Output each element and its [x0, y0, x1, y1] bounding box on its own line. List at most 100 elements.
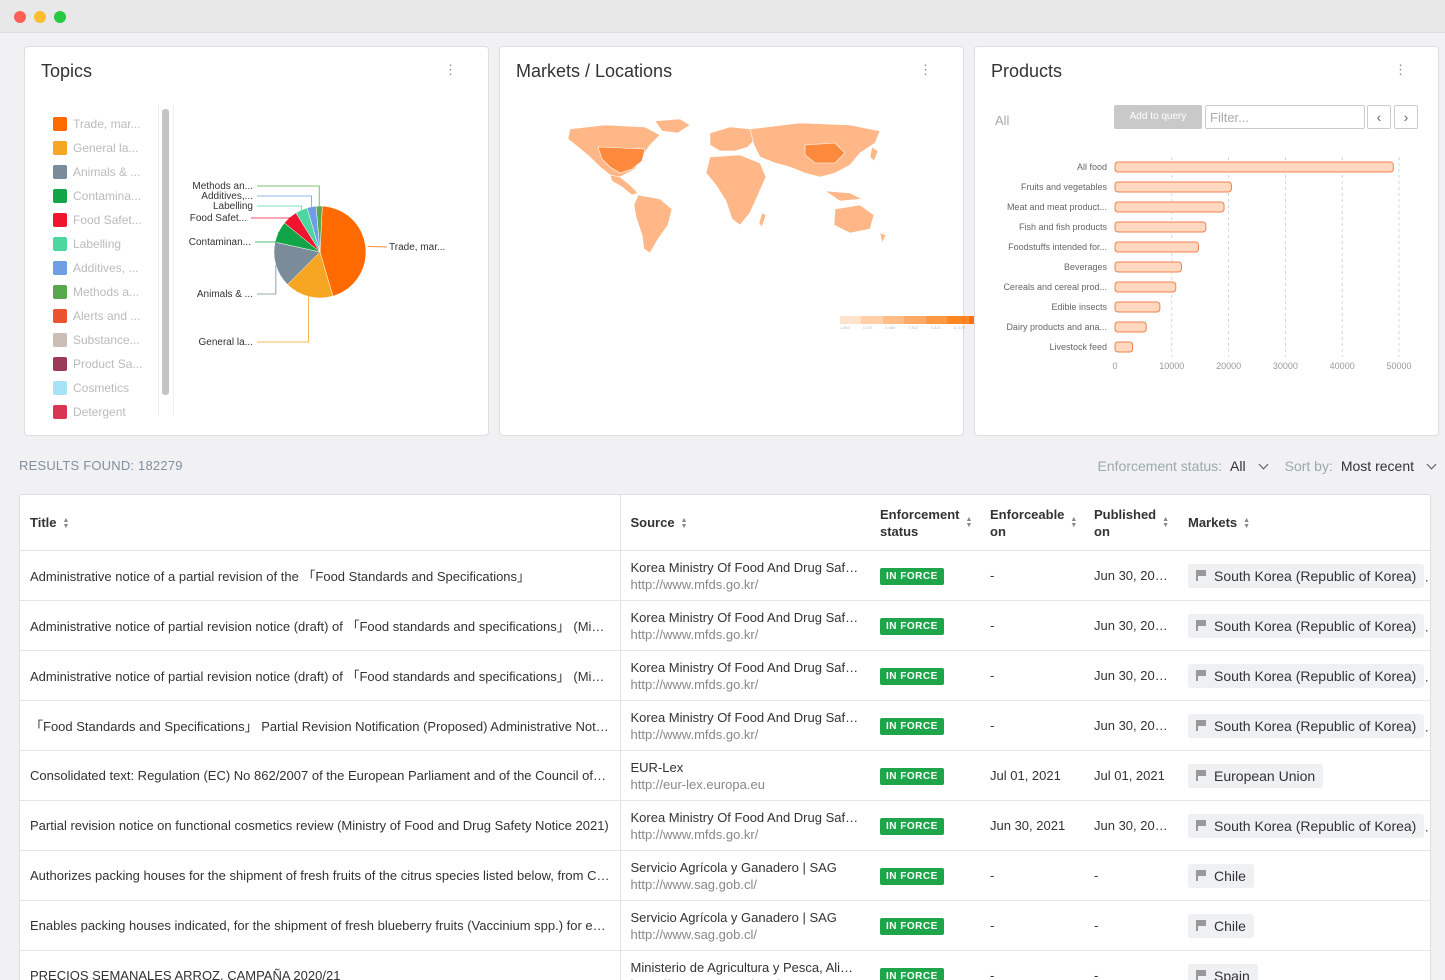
legend-scrollbar-thumb[interactable] — [162, 109, 169, 395]
header-enforceable-on[interactable]: Enforceable on ▲ ▼ — [980, 495, 1084, 551]
sort-icon[interactable]: ▲ ▼ — [62, 516, 70, 530]
sort-icon[interactable]: ▲ ▼ — [1243, 516, 1251, 530]
maximize-window-button[interactable] — [54, 11, 66, 23]
legend-item[interactable]: Substance... — [53, 328, 163, 352]
row-title[interactable]: Partial revision notice on functional co… — [20, 800, 621, 851]
legend-item[interactable]: Product Sa... — [53, 352, 163, 376]
products-more-icon[interactable]: ⋮ — [1394, 62, 1407, 77]
market-tag[interactable]: South Korea (Republic of Korea) — [1188, 663, 1425, 688]
products-bar[interactable] — [1114, 201, 1225, 213]
market-tag[interactable]: South Korea (Republic of Korea) — [1188, 813, 1425, 838]
table-row[interactable]: PRECIOS SEMANALES ARROZ. CAMPAÑA 2020/21… — [20, 950, 1430, 980]
products-bar[interactable] — [1114, 181, 1232, 193]
colorbar-tick: 5,589 — [885, 325, 896, 330]
legend-item[interactable]: Cosmetics — [53, 376, 163, 400]
products-bar[interactable] — [1114, 281, 1177, 293]
source-url[interactable]: http://www.mfds.go.kr/ — [630, 726, 759, 742]
pie-slice[interactable] — [319, 205, 367, 297]
legend-item[interactable]: Contamina... — [53, 184, 163, 208]
products-bar[interactable] — [1114, 221, 1207, 233]
row-title[interactable]: Authorizes packing houses for the shipme… — [20, 850, 621, 901]
products-filter-input[interactable] — [1205, 105, 1365, 129]
legend-item[interactable]: Detergent — [53, 400, 163, 424]
topics-more-icon[interactable]: ⋮ — [444, 62, 457, 77]
minimize-window-button[interactable] — [34, 11, 46, 23]
header-enforcement-status[interactable]: Enforcement status ▲ ▼ — [870, 495, 980, 551]
products-next-button[interactable]: › — [1394, 105, 1418, 129]
legend-scrollbar[interactable] — [158, 105, 174, 415]
products-bar[interactable] — [1114, 241, 1199, 253]
table-row[interactable]: Administrative notice of partial revisio… — [20, 600, 1430, 651]
sort-icon[interactable]: ▲ ▼ — [1162, 515, 1170, 529]
source-url[interactable]: http://eur-lex.europa.eu — [630, 776, 765, 792]
map-region-china — [804, 142, 846, 164]
table-row[interactable]: Partial revision notice on functional co… — [20, 800, 1430, 851]
market-tag[interactable]: South Korea (Republic of Korea) — [1188, 563, 1425, 588]
header-title[interactable]: Title ▲ ▼ — [20, 495, 621, 551]
markets-more-icon[interactable]: ⋮ — [919, 62, 932, 77]
table-row[interactable]: Administrative notice of a partial revis… — [20, 550, 1430, 601]
products-bar[interactable] — [1114, 341, 1134, 353]
row-title[interactable]: 「Food Standards and Specifications」 Part… — [20, 700, 621, 751]
legend-item[interactable]: Food Safet... — [53, 208, 163, 232]
pie-slice[interactable] — [287, 251, 334, 299]
source-url[interactable]: http://www.mfds.go.kr/ — [630, 626, 759, 642]
sort-by-value[interactable]: Most recent — [1340, 458, 1414, 474]
table-row[interactable]: Consolidated text: Regulation (EC) No 86… — [20, 750, 1430, 801]
sort-chevron-down-icon[interactable] — [1426, 459, 1437, 470]
header-markets[interactable]: Markets ▲ ▼ — [1178, 495, 1430, 551]
header-published-on[interactable]: Published on ▲ ▼ — [1084, 495, 1178, 551]
row-title[interactable]: PRECIOS SEMANALES ARROZ. CAMPAÑA 2020/21 — [20, 950, 621, 980]
row-title[interactable]: Consolidated text: Regulation (EC) No 86… — [20, 750, 621, 801]
row-market: South Korea (Republic of Korea) — [1178, 800, 1430, 851]
legend-item[interactable]: Animals & ... — [53, 160, 163, 184]
sort-icon[interactable]: ▲ ▼ — [1070, 515, 1078, 529]
topics-pie-chart: Trade, mar... General la... Animals & ... C… — [175, 167, 485, 372]
products-category-label: Foodstuffs intended for... — [1008, 242, 1107, 252]
products-bar-chart: 0 10000 20000 30000 40000 50000 All food Fruits… — [1003, 157, 1412, 371]
header-source[interactable]: Source ▲ ▼ — [620, 495, 870, 551]
market-tag[interactable]: South Korea (Republic of Korea) — [1188, 613, 1425, 638]
table-row[interactable]: Enables packing houses indicated, for th… — [20, 900, 1430, 951]
table-row[interactable]: 「Food Standards and Specifications」 Part… — [20, 700, 1430, 751]
products-bar[interactable] — [1114, 321, 1147, 333]
table-row[interactable]: Administrative notice of partial revisio… — [20, 650, 1430, 701]
legend-item[interactable]: General la... — [53, 136, 163, 160]
source-url[interactable]: https://www.mapa.gob.es/ — [631, 977, 861, 980]
market-tag[interactable]: Spain — [1188, 963, 1258, 980]
source-url[interactable]: http://www.mfds.go.kr/ — [630, 826, 759, 842]
legend-item[interactable]: Additives, ... — [53, 256, 163, 280]
table-row[interactable]: Authorizes packing houses for the shipme… — [20, 850, 1430, 901]
products-bar[interactable] — [1114, 301, 1161, 313]
source-url[interactable]: http://www.sag.gob.cl/ — [630, 876, 757, 892]
legend-item[interactable]: Trade, mar... — [53, 112, 163, 136]
products-all-link[interactable]: All — [995, 113, 1010, 128]
legend-item[interactable]: Labelling — [53, 232, 163, 256]
legend-item[interactable]: Alerts and ... — [53, 304, 163, 328]
row-title[interactable]: Enables packing houses indicated, for th… — [20, 900, 621, 951]
market-tag[interactable]: Chile — [1188, 913, 1254, 938]
enforcement-filter-value[interactable]: All — [1230, 458, 1246, 474]
sort-icon[interactable]: ▲ ▼ — [680, 516, 688, 530]
enforcement-chevron-down-icon[interactable] — [1258, 459, 1269, 470]
row-published-on: - — [1084, 950, 1178, 980]
row-title[interactable]: Administrative notice of partial revisio… — [20, 600, 621, 651]
market-tag[interactable]: European Union — [1188, 763, 1324, 788]
sort-icon[interactable]: ▲ ▼ — [965, 515, 973, 529]
add-to-query-button[interactable]: Add to query — [1114, 105, 1202, 129]
products-bar[interactable] — [1114, 261, 1182, 273]
market-tag[interactable]: Chile — [1188, 863, 1254, 888]
pie-slice[interactable] — [315, 205, 323, 253]
products-prev-button[interactable]: ‹ — [1367, 105, 1391, 129]
source-url[interactable]: http://www.mfds.go.kr/ — [630, 576, 759, 592]
pie-slice[interactable] — [273, 241, 321, 285]
market-tag[interactable]: South Korea (Republic of Korea) — [1188, 713, 1425, 738]
products-bar[interactable] — [1114, 161, 1394, 173]
row-title[interactable]: Administrative notice of a partial revis… — [20, 550, 621, 601]
legend-item[interactable]: Methods a... — [53, 280, 163, 304]
close-window-button[interactable] — [14, 11, 26, 23]
row-title[interactable]: Administrative notice of partial revisio… — [20, 650, 621, 701]
source-url[interactable]: http://www.mfds.go.kr/ — [630, 676, 759, 692]
source-url[interactable]: http://www.sag.gob.cl/ — [630, 926, 757, 942]
